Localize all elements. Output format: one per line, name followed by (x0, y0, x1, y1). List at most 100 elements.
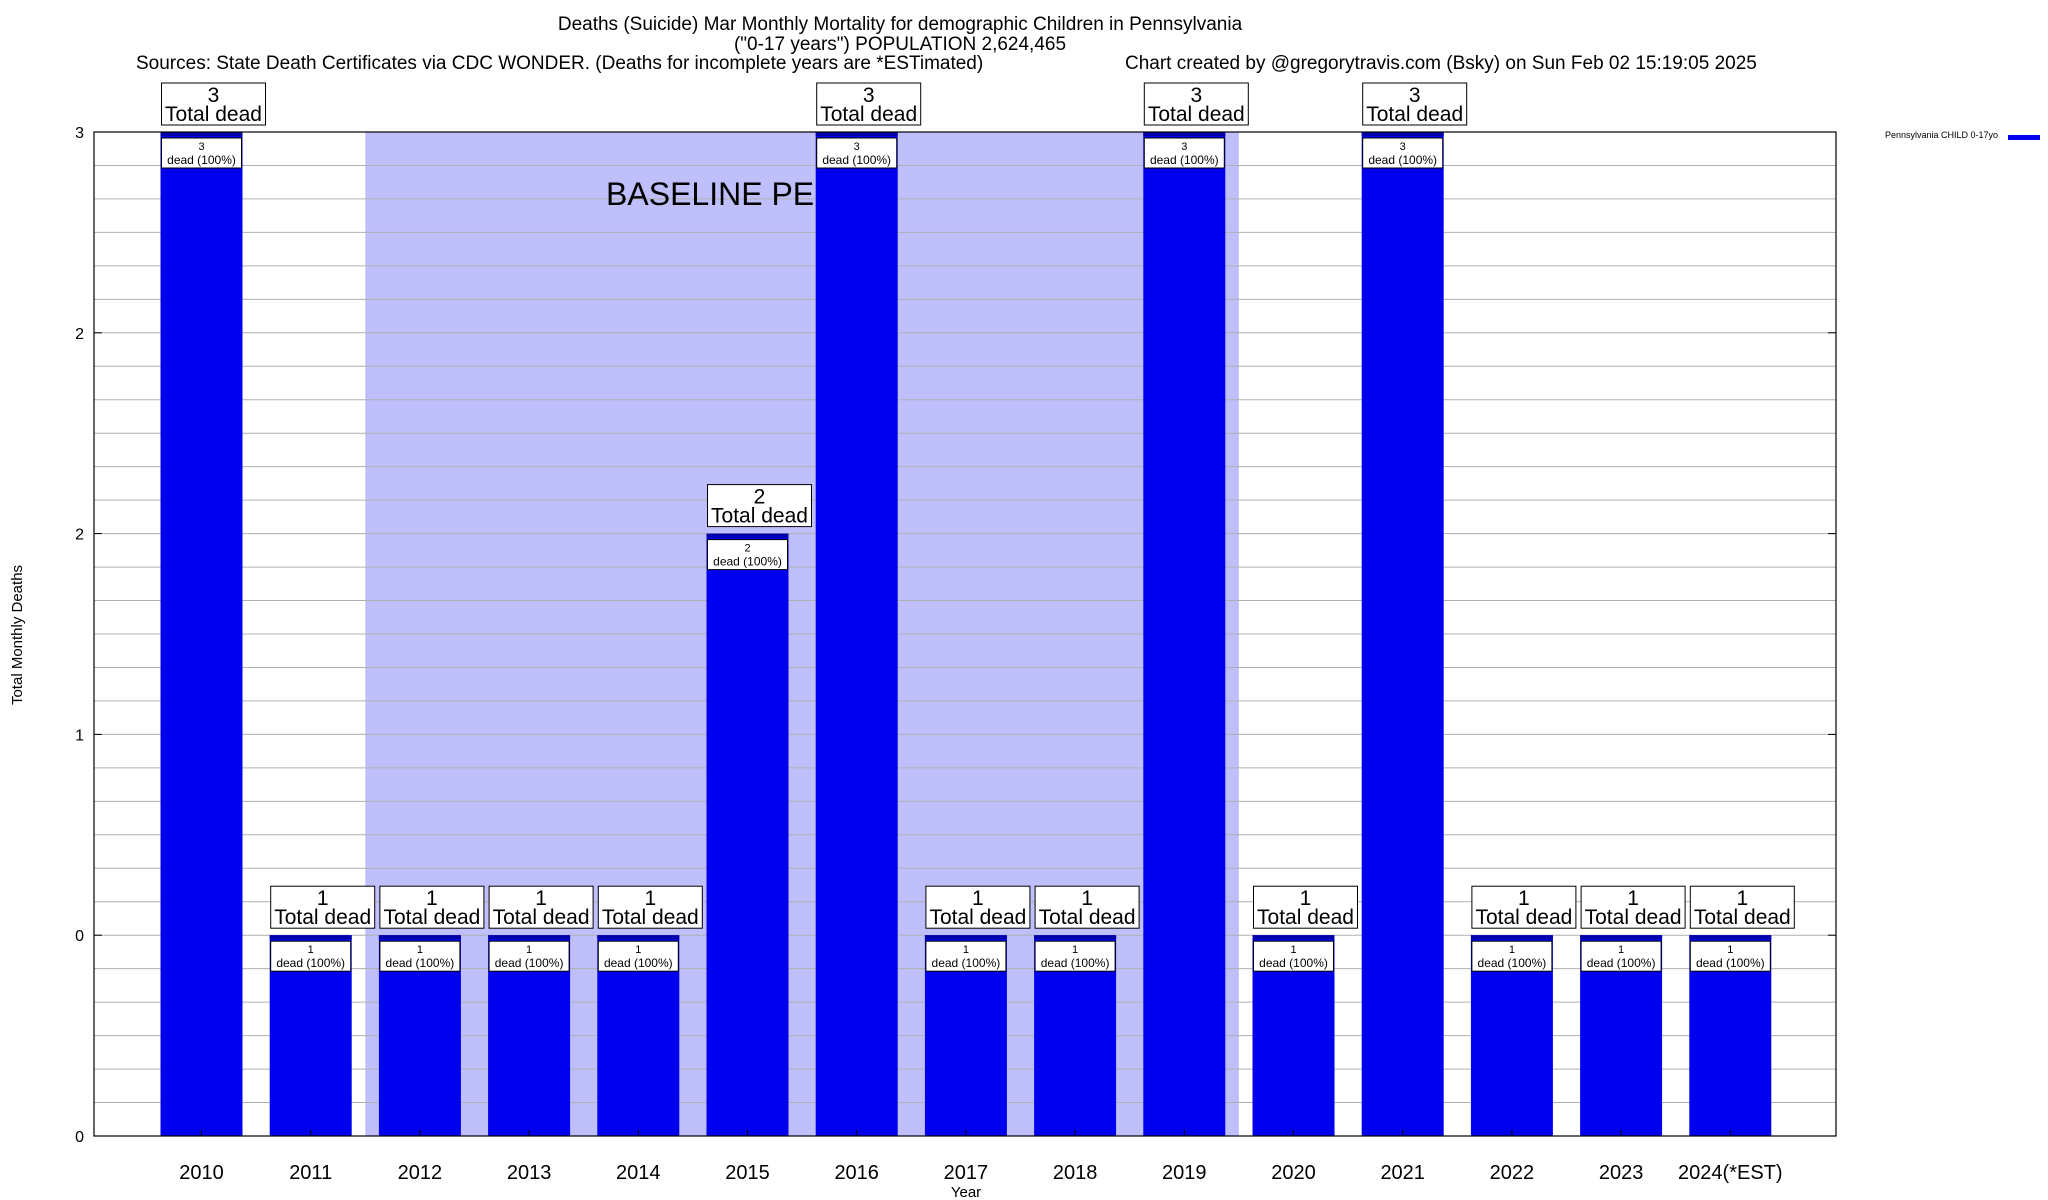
inner-label-box (707, 539, 788, 571)
bar-2010 (160, 132, 243, 1136)
inner-label-text: dead (100%) (1041, 956, 1110, 970)
total-label-box (1580, 885, 1686, 929)
total-label-text: Total dead (1366, 103, 1463, 126)
inner-label-text: dead (100%) (822, 153, 891, 167)
x-tick-label: 2024(*EST) (1678, 1162, 1783, 1184)
total-label-box (1143, 82, 1249, 126)
inner-label-value: 1 (1072, 944, 1078, 956)
total-label-value: 3 (863, 84, 875, 107)
bar-top-edge (597, 935, 680, 940)
total-label-text: Total dead (602, 906, 699, 929)
chart-subtitle: ("0-17 years") POPULATION 2,624,465 (733, 34, 1067, 55)
total-label-value: 1 (535, 887, 547, 910)
inner-label-text: dead (100%) (276, 956, 345, 970)
total-label-box (161, 82, 266, 126)
bar-top-edge (706, 533, 789, 538)
inner-label-box (1253, 940, 1334, 972)
inner-label-box (270, 940, 352, 972)
x-tick-label: 2022 (1490, 1162, 1535, 1184)
inner-label-value: 3 (854, 141, 860, 153)
total-label-text: Total dead (1475, 906, 1572, 929)
inner-label-box (816, 137, 898, 169)
total-label-box (707, 484, 812, 528)
bar-top-edge (378, 935, 461, 940)
bar-2019 (1143, 132, 1226, 1136)
inner-label-box (1362, 137, 1444, 169)
legend-swatch (2008, 135, 2040, 140)
inner-label-value: 1 (308, 944, 314, 956)
total-label-value: 3 (1190, 84, 1202, 107)
x-axis-label: Year (951, 1184, 981, 1200)
inner-label-text: dead (100%) (1478, 956, 1547, 970)
inner-label-box (597, 940, 679, 972)
inner-label-value: 1 (1290, 944, 1296, 956)
total-label-box (1362, 82, 1468, 126)
inner-label-value: 3 (1181, 141, 1187, 153)
inner-label-value: 1 (417, 944, 423, 956)
total-label-box (270, 885, 376, 929)
inner-label-box (488, 940, 570, 972)
bar-top-edge (1143, 132, 1226, 136)
total-label-value: 1 (317, 887, 329, 910)
total-label-value: 1 (1300, 887, 1312, 910)
total-label-box (379, 885, 485, 929)
total-label-text: Total dead (1257, 906, 1354, 929)
bar-top-edge (924, 935, 1007, 940)
inner-label-text: dead (100%) (1259, 956, 1328, 970)
inner-label-text: dead (100%) (167, 153, 236, 167)
y-tick-label: 0 (75, 928, 84, 945)
y-tick-label: 3 (75, 125, 84, 142)
total-label-text: Total dead (711, 505, 808, 528)
y-tick-label: 0 (75, 1129, 84, 1146)
bar-2016 (815, 132, 898, 1136)
x-tick-label: 2019 (1162, 1162, 1207, 1184)
chart-sources: Sources: State Death Certificates via CD… (136, 53, 984, 74)
inner-label-text: dead (100%) (1587, 956, 1656, 970)
plot-frame (93, 131, 1837, 1137)
x-tick-label: 2023 (1599, 1162, 1644, 1184)
total-label-box (1034, 885, 1140, 929)
inner-label-box (1143, 137, 1225, 169)
bar-top-edge (160, 132, 243, 136)
inner-label-value: 1 (963, 944, 969, 956)
total-label-text: Total dead (493, 906, 590, 929)
total-label-text: Total dead (1585, 906, 1682, 929)
total-label-text: Total dead (1039, 906, 1136, 929)
total-label-text: Total dead (383, 906, 480, 929)
inner-label-value: 3 (198, 141, 204, 153)
x-tick-label: 2021 (1380, 1162, 1425, 1184)
total-label-box (1471, 885, 1577, 929)
x-tick-label: 2016 (834, 1162, 879, 1184)
chart-title: Deaths (Suicide) Mar Monthly Mortality f… (557, 14, 1243, 35)
legend-label: Pennsylvania CHILD 0-17yo (1884, 130, 1998, 140)
bar-top-edge (1689, 935, 1772, 940)
total-label-value: 1 (1518, 887, 1530, 910)
total-label-text: Total dead (929, 906, 1026, 929)
inner-label-box (1034, 940, 1116, 972)
bar-2015 (706, 533, 789, 1136)
inner-label-value: 3 (1400, 141, 1406, 153)
inner-label-value: 2 (744, 543, 750, 555)
total-label-box (1689, 885, 1795, 929)
total-label-box (488, 885, 594, 929)
x-tick-label: 2014 (616, 1162, 661, 1184)
total-label-box (597, 885, 703, 929)
inner-label-box (925, 940, 1007, 972)
y-tick-label: 2 (75, 527, 84, 544)
total-label-value: 1 (1627, 887, 1639, 910)
bar-top-edge (815, 132, 898, 136)
total-label-value: 1 (644, 887, 656, 910)
x-tick-label: 2015 (725, 1162, 770, 1184)
bar-top-edge (1361, 132, 1444, 136)
total-label-value: 1 (1081, 887, 1093, 910)
total-label-text: Total dead (274, 906, 371, 929)
inner-label-box (1689, 940, 1771, 972)
inner-label-text: dead (100%) (1696, 956, 1765, 970)
y-axis-label: Total Monthly Deaths (9, 565, 26, 705)
inner-label-value: 1 (1618, 944, 1624, 956)
bar-top-edge (1470, 935, 1553, 940)
total-label-text: Total dead (1694, 906, 1791, 929)
bar-top-edge (269, 935, 352, 940)
x-tick-label: 2012 (398, 1162, 443, 1184)
